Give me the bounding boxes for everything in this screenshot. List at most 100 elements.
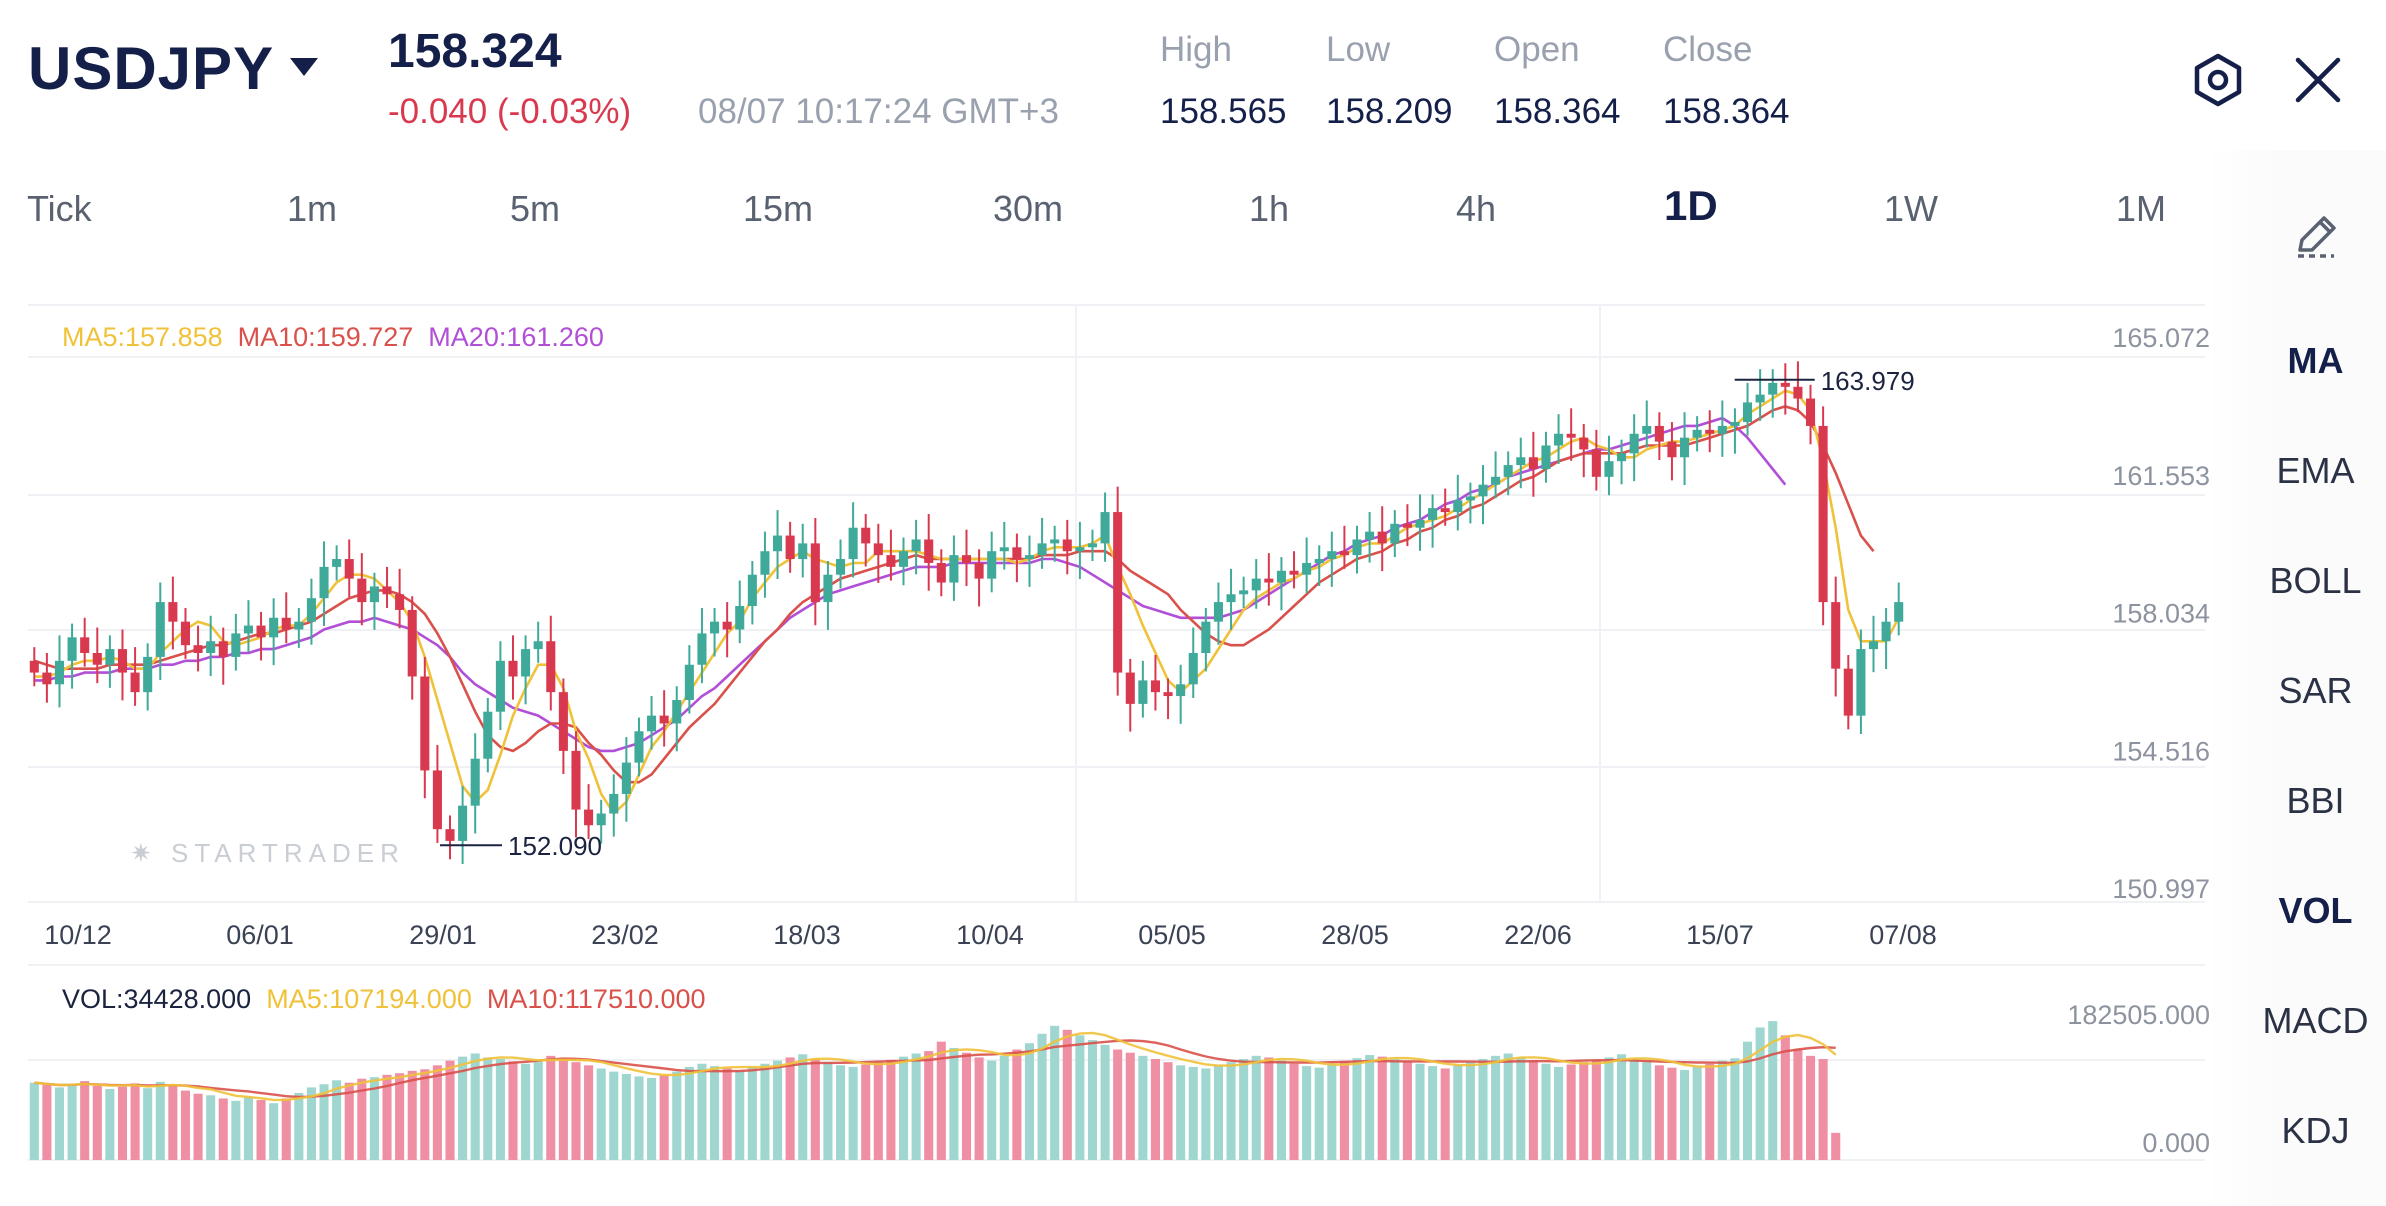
candle-body: [1150, 680, 1160, 693]
candle-body: [710, 621, 720, 634]
volume-bar: [1314, 1067, 1324, 1160]
candle-body: [1201, 621, 1211, 653]
tab-4h[interactable]: 4h: [1456, 188, 1497, 229]
indicator-sar[interactable]: SAR: [2278, 670, 2353, 711]
volume-bar: [1226, 1062, 1236, 1160]
volume-bar: [999, 1055, 1009, 1160]
indicator-macd[interactable]: MACD: [2262, 1000, 2369, 1041]
volume-bar: [558, 1058, 568, 1160]
candle-body: [1428, 508, 1438, 520]
candle-body: [1390, 523, 1400, 544]
tab-1m[interactable]: 1m: [287, 188, 338, 229]
volume-bar: [835, 1065, 846, 1160]
candle-body: [521, 649, 531, 677]
candle-body: [1566, 433, 1576, 438]
volume-bar: [1201, 1068, 1211, 1160]
candle-body: [1843, 668, 1853, 716]
tab-30m[interactable]: 30m: [993, 188, 1064, 229]
candle-body: [735, 606, 745, 630]
candle-body: [130, 672, 140, 693]
candle-body: [659, 715, 669, 724]
candle-body: [1680, 437, 1690, 458]
tab-1h[interactable]: 1h: [1249, 188, 1290, 229]
volume-bar: [281, 1098, 291, 1160]
indicator-kdj[interactable]: KDJ: [2281, 1110, 2350, 1151]
volume-bar: [231, 1100, 241, 1160]
volume-bar: [1465, 1062, 1475, 1160]
tab-15m[interactable]: 15m: [743, 188, 814, 229]
caret-down-icon[interactable]: [290, 58, 318, 76]
ma10-legend: MA10:159.727: [237, 322, 414, 352]
candle-body: [1805, 398, 1816, 426]
volume-bar: [1755, 1027, 1765, 1160]
candle-body: [1604, 461, 1614, 477]
date-tick-label: 10/12: [44, 920, 112, 950]
candle-body: [256, 625, 266, 638]
close-icon[interactable]: [2290, 52, 2346, 108]
volume-bar: [1604, 1057, 1614, 1160]
candle-body: [533, 641, 543, 650]
candle-body: [1087, 543, 1098, 548]
volume-bar: [1339, 1061, 1349, 1160]
volume-bar: [180, 1090, 191, 1160]
vol-ma10-legend: MA10:117510.000: [486, 984, 706, 1014]
volume-bar: [1188, 1066, 1198, 1160]
tab-1m-month[interactable]: 1M: [2116, 188, 2167, 229]
volume-bar: [1780, 1035, 1790, 1160]
candle-body: [621, 762, 631, 794]
volume-bar: [1075, 1035, 1085, 1160]
candle-body: [1226, 594, 1236, 603]
candle-body: [1276, 570, 1286, 583]
date-tick-label: 05/05: [1138, 920, 1206, 950]
candle-body: [319, 566, 329, 599]
candle-body: [1692, 429, 1702, 438]
volume-bar: [470, 1053, 480, 1160]
volume-bar: [722, 1068, 732, 1160]
volume-bar: [710, 1066, 720, 1160]
tab-tick[interactable]: Tick: [27, 188, 92, 229]
volume-bar: [949, 1047, 959, 1160]
tab-1w[interactable]: 1W: [1884, 188, 1938, 229]
volume-bar: [684, 1066, 694, 1160]
candle-body: [1579, 437, 1589, 450]
volume-bar: [773, 1060, 783, 1160]
indicator-bbi[interactable]: BBI: [2286, 780, 2345, 821]
indicator-boll[interactable]: BOLL: [2269, 560, 2362, 601]
volume-bar: [143, 1088, 153, 1160]
candle-body: [1239, 590, 1249, 595]
candle-body: [1667, 441, 1677, 458]
candle-body: [672, 699, 682, 724]
volume-bar: [1503, 1053, 1513, 1160]
date-tick-label: 23/02: [591, 920, 659, 950]
candle-body: [924, 539, 934, 563]
symbol-selector[interactable]: USDJPY: [28, 35, 275, 102]
hexagon-settings-icon[interactable]: [2190, 52, 2246, 108]
current-price: 158.324: [388, 25, 562, 78]
volume-bar: [1831, 1132, 1841, 1160]
price-chart[interactable]: 163.979 152.090 165.072 161.553 158.034 154.…: [0, 0, 2230, 1206]
candle-body: [1213, 602, 1223, 622]
indicator-ema[interactable]: EMA: [2276, 450, 2355, 491]
candle-body: [180, 621, 191, 646]
indicator-ma[interactable]: MA: [2287, 340, 2344, 381]
tab-5m[interactable]: 5m: [510, 188, 561, 229]
candle-body: [1831, 602, 1841, 669]
volume-bar: [1302, 1066, 1312, 1160]
volume-bar: [294, 1092, 304, 1160]
volume-bar: [1654, 1065, 1664, 1160]
price-tick-label: 150.997: [2112, 874, 2210, 904]
volume-bar: [974, 1057, 984, 1160]
candle-body: [1440, 508, 1450, 513]
indicator-vol[interactable]: VOL: [2278, 890, 2353, 931]
pencil-icon[interactable]: [2290, 210, 2342, 262]
date-tick-label: 22/06: [1504, 920, 1572, 950]
candle-body: [1012, 547, 1022, 560]
candle-body: [1503, 465, 1513, 477]
stat-close-label: Close: [1663, 30, 1753, 69]
price-tick-label: 154.516: [2112, 736, 2210, 766]
candle-body: [1629, 433, 1639, 454]
volume-bar: [1390, 1059, 1400, 1160]
candle-body: [1755, 394, 1765, 403]
candle-body: [420, 676, 430, 771]
tab-1d[interactable]: 1D: [1664, 182, 1718, 229]
